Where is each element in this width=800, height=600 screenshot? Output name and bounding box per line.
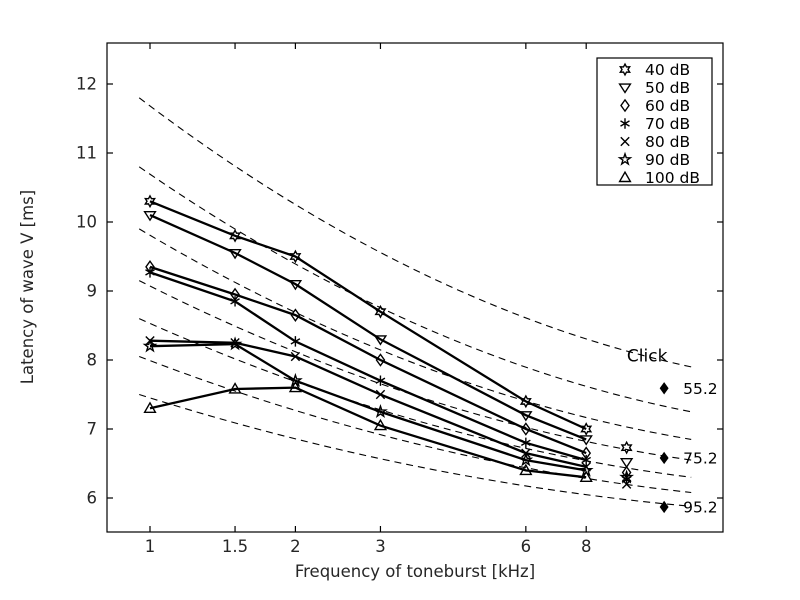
legend-label: 60 dB (645, 97, 690, 115)
hexagram-marker (229, 228, 242, 243)
series-40-dB (144, 194, 593, 436)
x-marker (290, 351, 301, 362)
triangle-down-marker (228, 248, 242, 260)
triangle-down-marker (618, 83, 632, 94)
legend-label: 40 dB (645, 61, 690, 79)
x-tick-label: 8 (581, 537, 592, 556)
y-tick-label: 8 (87, 351, 98, 370)
asterisk-marker (290, 336, 301, 347)
dashed-reference-curve (138, 97, 692, 368)
pentagram-marker (373, 403, 388, 419)
x-tick-label: 1.5 (222, 537, 248, 556)
dashed-reference-curves (138, 97, 692, 507)
triangle-down-marker (373, 335, 388, 346)
click-level-label: 75.2 (683, 449, 718, 467)
legend-label: 70 dB (645, 115, 690, 133)
diamond-marker (375, 353, 386, 367)
series-100-dB (143, 380, 593, 482)
click-title: Click (627, 347, 668, 367)
asterisk-marker (375, 375, 386, 386)
triangle-up-marker (143, 401, 157, 413)
asterisk-marker (620, 118, 630, 129)
x-marker (621, 479, 632, 489)
y-tick-label: 7 (87, 420, 98, 439)
hexagram-marker (144, 194, 156, 209)
triangle-up-marker (288, 380, 303, 393)
pentagram-marker (142, 338, 158, 353)
click-annotation: Click 55.2 75.2 95.2 (627, 347, 718, 517)
y-tick-label: 11 (76, 144, 97, 163)
filled-diamond-marker (659, 451, 669, 465)
click-level-label: 95.2 (683, 498, 718, 516)
x-marker (620, 136, 630, 147)
hexagram-marker (619, 62, 631, 77)
legend-label: 50 dB (645, 79, 690, 97)
series-line (149, 342, 587, 472)
diamond-marker (620, 98, 630, 113)
asterisk-marker (230, 296, 240, 307)
x-tick-label: 2 (290, 537, 301, 556)
hexagram-marker (580, 422, 593, 436)
pentagram-marker (617, 151, 633, 166)
triangle-up-marker (579, 470, 593, 482)
triangle-up-marker (373, 418, 388, 431)
x-tick-label: 6 (521, 537, 532, 556)
triangle-up-marker (618, 170, 632, 183)
dashed-reference-curve (139, 355, 692, 494)
x-marker (375, 389, 386, 400)
dashed-reference-curve (138, 166, 692, 413)
axis-ticks: 1 1.5 2 3 6 8 6 7 8 9 10 11 12 (76, 43, 723, 556)
series-line (149, 265, 587, 455)
hexagram-marker (289, 249, 302, 264)
legend-box (596, 57, 713, 186)
triangle-up-marker (228, 382, 242, 394)
dashed-reference-curve (138, 228, 692, 440)
series-line (149, 271, 587, 462)
hexagram-marker (374, 304, 387, 319)
x-tick-label: 3 (375, 537, 386, 556)
isolated-markers (619, 440, 635, 489)
y-axis-label: Latency of wave V [ms] (18, 190, 37, 384)
series-line (149, 339, 587, 469)
series-50-dB (143, 210, 593, 446)
triangle-down-marker (519, 411, 533, 422)
y-tick-label: 9 (87, 282, 98, 301)
x-axis-label: Frequency of toneburst [kHz] (295, 562, 535, 581)
triangle-down-marker (579, 435, 593, 446)
pentagram-marker (518, 452, 534, 467)
filled-diamond-marker (659, 382, 669, 395)
hexagram-marker (620, 440, 633, 455)
series-line (149, 386, 587, 479)
filled-diamond-marker (659, 500, 669, 514)
legend-label: 90 dB (645, 151, 690, 169)
dashed-reference-curve (138, 318, 692, 478)
diamond-marker (520, 422, 531, 436)
plot-box (106, 42, 724, 533)
legend-label: 100 dB (645, 169, 700, 187)
click-level-label: 55.2 (683, 380, 718, 398)
diamond-marker (290, 308, 301, 322)
hexagram-marker (519, 394, 532, 409)
triangle-up-marker (519, 463, 533, 476)
dashed-reference-curve (138, 280, 692, 461)
y-tick-label: 10 (76, 213, 97, 232)
asterisk-marker (520, 437, 531, 448)
triangle-down-marker (143, 210, 157, 222)
triangle-down-marker (619, 458, 634, 469)
x-tick-label: 1 (145, 537, 156, 556)
y-tick-label: 6 (87, 489, 98, 508)
triangle-down-marker (288, 280, 303, 291)
series-line (149, 200, 587, 431)
asterisk-marker (145, 267, 155, 278)
y-tick-label: 12 (76, 75, 97, 94)
series-line (149, 214, 587, 441)
axis-labels: Frequency of toneburst [kHz] Latency of w… (18, 190, 535, 581)
series-70-dB (145, 267, 592, 466)
pentagram-marker (227, 336, 243, 351)
legend-label: 80 dB (645, 133, 690, 151)
